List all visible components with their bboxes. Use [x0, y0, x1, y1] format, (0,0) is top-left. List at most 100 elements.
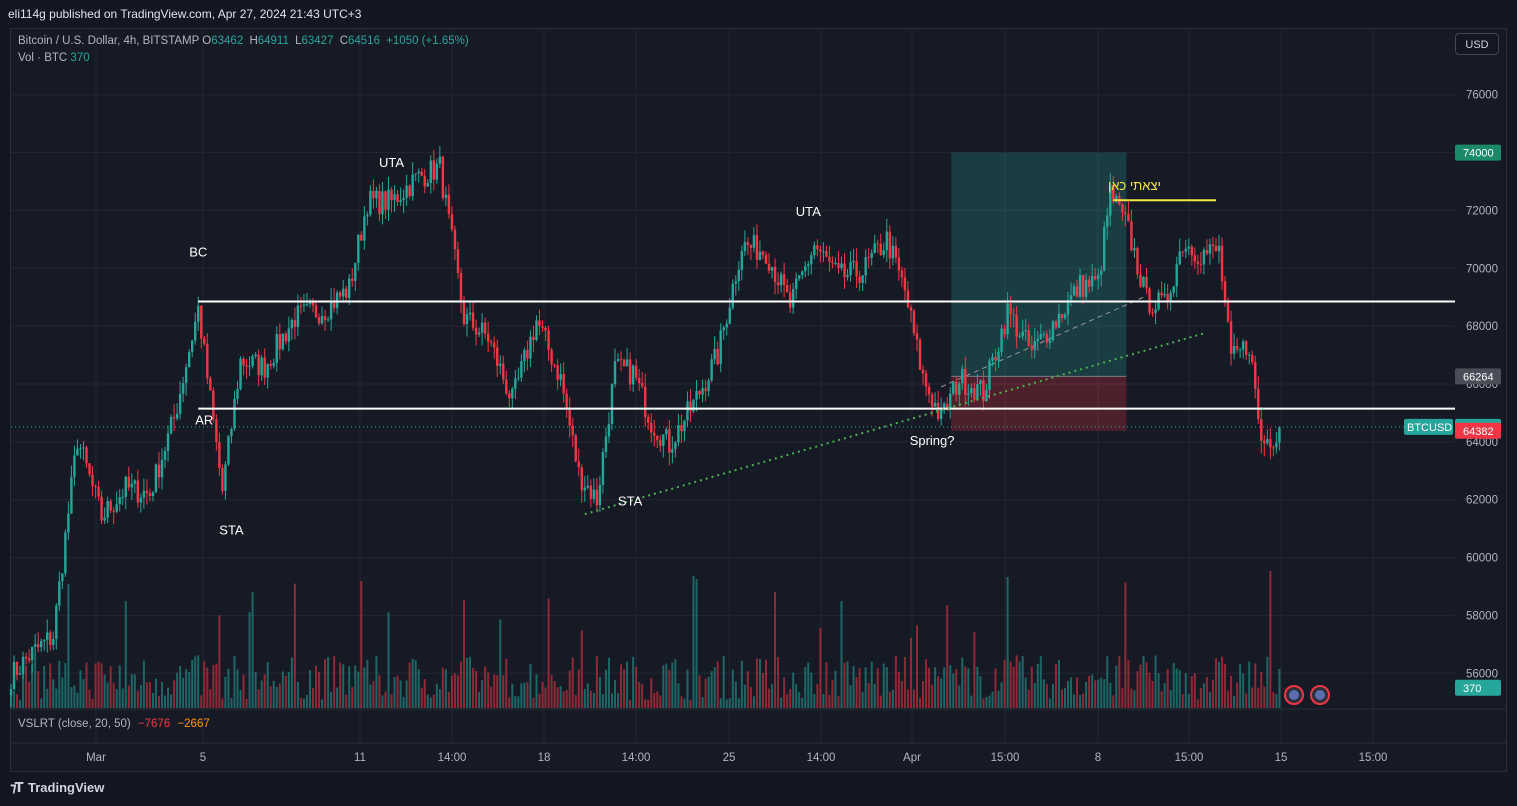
candle-body	[514, 378, 517, 389]
candle-body	[689, 401, 692, 412]
candle-body	[523, 349, 526, 362]
volume-bar	[52, 679, 55, 708]
candle-body	[227, 436, 230, 465]
candle-body	[462, 300, 466, 325]
volume-bar	[771, 684, 774, 708]
candle-body	[861, 275, 864, 283]
candle-body	[1175, 264, 1178, 287]
candle-body	[891, 245, 895, 259]
candle-body	[740, 251, 744, 270]
candle-body	[21, 656, 25, 674]
candle-body	[163, 450, 167, 460]
volume-bar	[822, 694, 825, 708]
candle-body	[991, 357, 994, 361]
volume-bar	[372, 681, 375, 708]
candle-body	[574, 435, 577, 462]
volume-bar	[704, 678, 707, 708]
volume-bar	[502, 675, 505, 708]
candle-body	[592, 489, 596, 499]
volume-bar	[1018, 661, 1021, 708]
volume-bar	[1012, 666, 1015, 708]
volume-bar	[290, 657, 293, 708]
volume-bar	[469, 656, 472, 708]
volume-bar	[786, 694, 789, 708]
volume-bar	[544, 687, 547, 708]
volume-bar	[142, 660, 145, 708]
volume-bar	[1057, 660, 1060, 708]
volume-bar	[1100, 677, 1103, 708]
volume-bar	[28, 681, 31, 708]
candle-body	[332, 300, 336, 309]
candle-body	[1254, 362, 1257, 389]
volume-bar	[828, 694, 831, 708]
candle-body	[955, 381, 958, 395]
candle-body	[565, 393, 568, 409]
candle-body	[517, 377, 520, 379]
volume-bar	[1051, 684, 1054, 708]
candle-body	[178, 393, 182, 414]
candle-body	[1078, 275, 1082, 297]
candle-body	[933, 402, 937, 407]
volume-bar	[867, 683, 870, 708]
candle-body	[598, 484, 602, 506]
volume-bar	[490, 686, 493, 708]
volume-bar	[559, 686, 562, 708]
volume-bar	[695, 578, 698, 708]
candle-body	[613, 361, 617, 385]
volume-bar	[1190, 676, 1193, 708]
candle-body	[142, 490, 146, 498]
volume-bar	[1036, 663, 1039, 708]
candle-body	[939, 408, 943, 419]
symbol-title: Bitcoin / U.S. Dollar, 4h, BITSTAMP	[18, 35, 200, 47]
volume-bar	[985, 696, 988, 708]
candle-body	[819, 249, 822, 252]
candle-body	[1115, 196, 1118, 202]
candle-body	[532, 336, 535, 340]
candle-body	[734, 281, 737, 284]
candle-body	[1072, 286, 1076, 296]
candle-body	[704, 387, 707, 392]
candle-body	[73, 455, 76, 478]
candle-body	[1027, 330, 1030, 346]
volume-bar	[260, 680, 263, 708]
candle-body	[538, 320, 541, 327]
candle-body	[438, 156, 442, 164]
candle-body	[369, 190, 372, 215]
volume-bar	[151, 693, 154, 708]
volume-bar	[1221, 656, 1224, 708]
volume-bar	[37, 671, 40, 708]
candle-body	[106, 501, 109, 518]
candle-body	[293, 319, 297, 327]
volume-bar	[761, 672, 764, 708]
candle-body	[952, 381, 955, 394]
candle-body	[200, 305, 203, 339]
volume-bar	[1272, 691, 1275, 708]
volume-bar	[846, 661, 849, 708]
candle-body	[831, 261, 834, 264]
candle-body	[665, 429, 668, 435]
candle-body	[97, 486, 100, 497]
candle-body	[257, 354, 260, 376]
candle-body	[154, 464, 158, 493]
candle-body	[619, 359, 623, 361]
volume-bar	[185, 669, 188, 708]
candle-body	[798, 275, 801, 279]
candle-body	[245, 365, 248, 367]
volume-bar	[157, 695, 160, 708]
volume-bar	[318, 671, 321, 708]
candle-body	[529, 336, 532, 359]
candle-body	[70, 477, 73, 514]
candle-body	[1275, 442, 1278, 448]
annotation-label: UTA	[796, 204, 821, 219]
tradingview-logo[interactable]: ⁊𝗧 TradingView	[10, 780, 104, 796]
candle-body	[91, 474, 94, 486]
volume-bar	[375, 655, 378, 708]
candle-body	[921, 369, 925, 374]
volume-bar	[94, 663, 97, 708]
volume-bar	[1136, 671, 1139, 708]
currency-button[interactable]: USD	[1455, 33, 1499, 55]
candle-body	[653, 432, 656, 436]
volume-bar	[1245, 693, 1248, 708]
symbol-legend: Bitcoin / U.S. Dollar, 4h, BITSTAMP O634…	[18, 35, 472, 47]
